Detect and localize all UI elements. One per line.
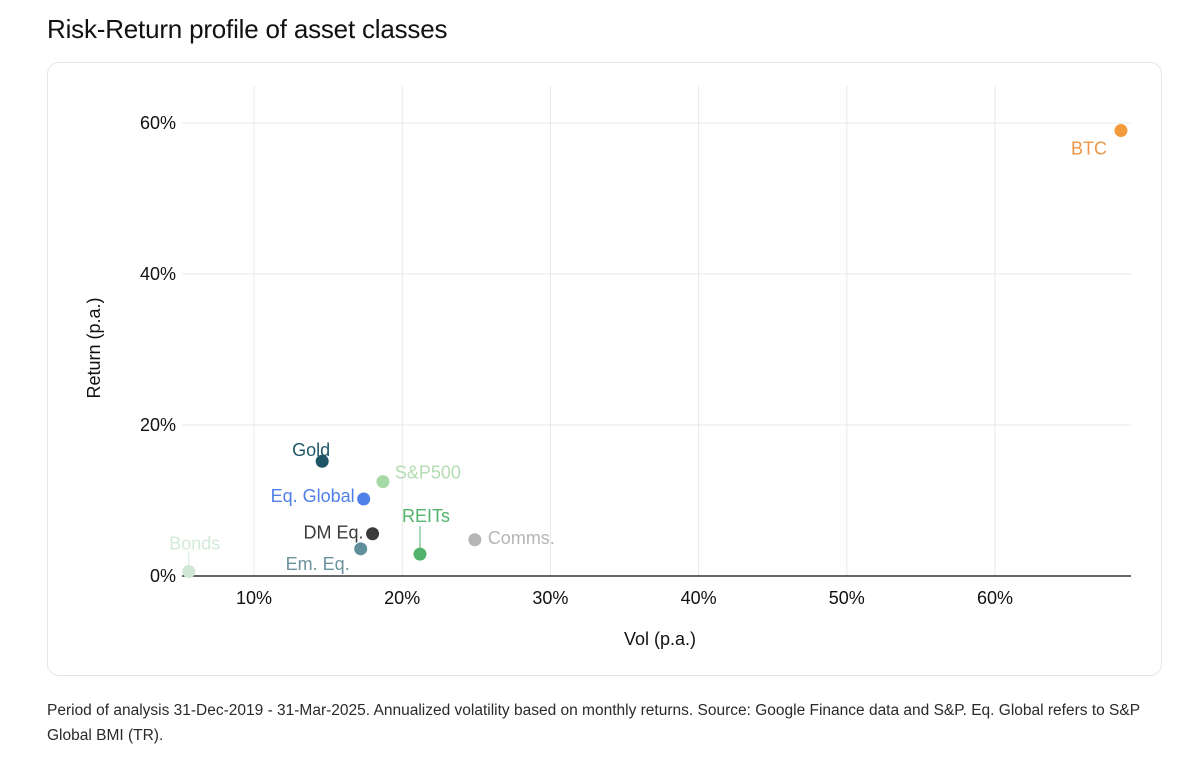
point-bonds <box>182 564 196 578</box>
y-tick-label: 60% <box>140 113 176 133</box>
label-comms-: Comms. <box>488 528 555 548</box>
point-eq-global <box>357 492 371 506</box>
label-bonds: Bonds <box>169 533 220 553</box>
point-gold <box>315 454 329 468</box>
x-tick-label: 20% <box>384 588 420 608</box>
y-tick-label: 0% <box>150 566 176 586</box>
label-em-eq-: Em. Eq. <box>286 554 350 574</box>
point-s-p500 <box>376 475 390 489</box>
x-axis-label: Vol (p.a.) <box>624 629 696 649</box>
x-tick-label: 60% <box>977 588 1013 608</box>
chart-card <box>47 62 1162 676</box>
label-leaders <box>188 526 421 566</box>
y-tick-label: 20% <box>140 415 176 435</box>
data-points <box>182 124 1128 578</box>
point-reits <box>413 547 427 561</box>
y-tick-label: 40% <box>140 264 176 284</box>
label-gold: Gold <box>292 440 330 460</box>
x-tick-label: 50% <box>829 588 865 608</box>
tick-labels: 10% 20% 30% 40% 50% 60% 0% 20% 40% 60% <box>140 113 1013 608</box>
page-title: Risk-Return profile of asset classes <box>47 14 448 44</box>
point-btc <box>1114 124 1128 138</box>
label-s-p500: S&P500 <box>395 463 461 483</box>
point-comms- <box>468 533 482 547</box>
grid-lines <box>182 86 1131 576</box>
footnote: Period of analysis 31-Dec-2019 - 31-Mar-… <box>47 702 1140 744</box>
x-tick-label: 30% <box>532 588 568 608</box>
point-em-eq- <box>354 542 368 556</box>
x-tick-label: 40% <box>681 588 717 608</box>
label-eq-global: Eq. Global <box>271 486 355 506</box>
label-dm-eq-: DM Eq. <box>304 523 364 543</box>
point-dm-eq- <box>366 527 380 541</box>
label-btc: BTC <box>1071 139 1107 159</box>
x-tick-label: 10% <box>236 588 272 608</box>
point-labels: BTC Gold S&P500 Eq. Global REITs DM Eq. Comms.… <box>169 139 1107 574</box>
label-reits: REITs <box>402 506 450 526</box>
y-axis-label: Return (p.a.) <box>84 297 104 398</box>
